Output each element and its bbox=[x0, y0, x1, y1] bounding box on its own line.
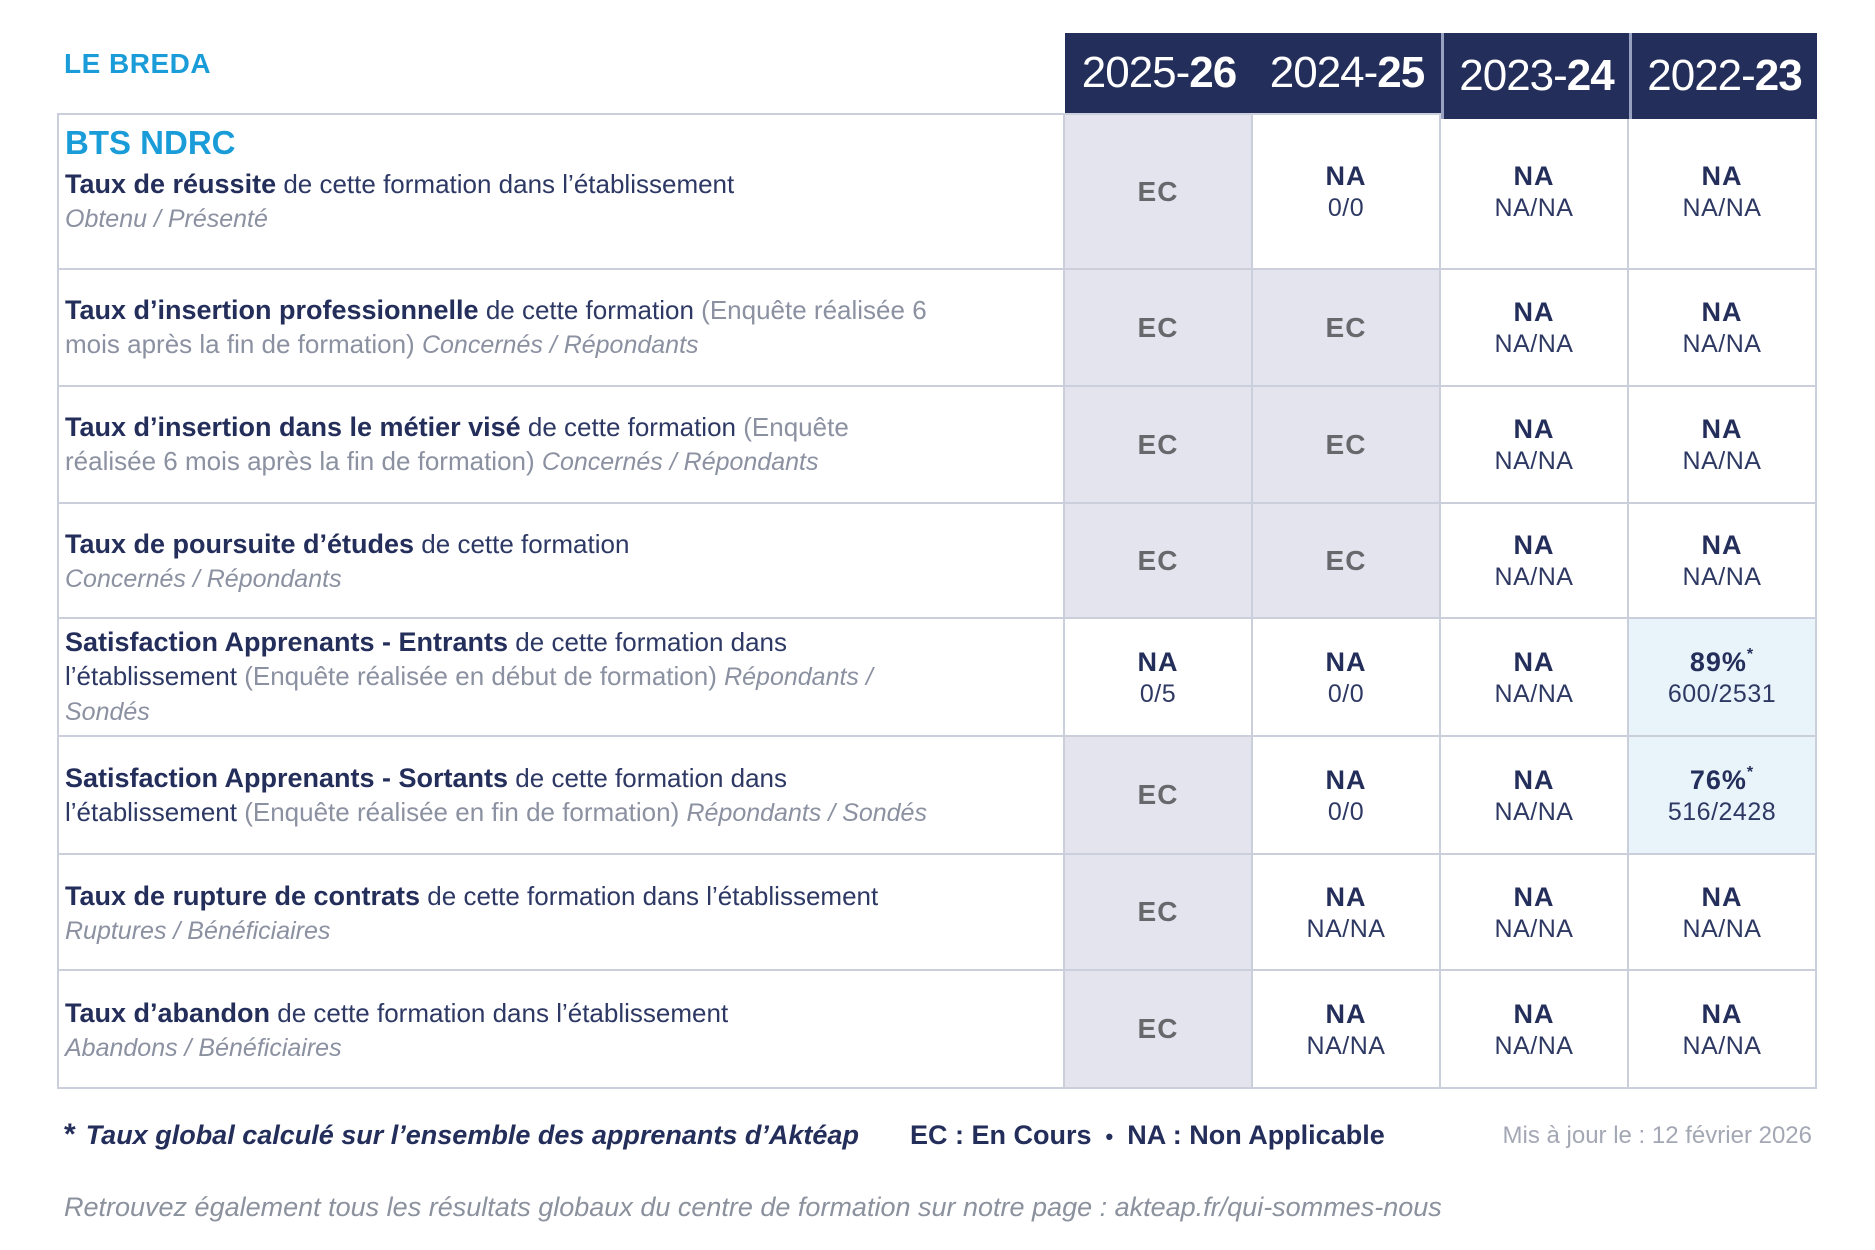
value-cell: NA NA/NA bbox=[1441, 270, 1627, 385]
metric-label-abandon: Taux d’abandon de cette formation dans l… bbox=[59, 971, 1063, 1087]
value-cell: NA NA/NA bbox=[1441, 619, 1627, 735]
legend: EC : En Cours • NA : Non Applicable bbox=[910, 1120, 1385, 1151]
value-cell: NA NA/NA bbox=[1629, 270, 1815, 385]
metric-title: Satisfaction Apprenants - Sortants de ce… bbox=[65, 762, 927, 827]
metric-title: Taux de poursuite d’études de cette form… bbox=[65, 529, 630, 559]
year-suffix: 24 bbox=[1566, 51, 1615, 100]
metric-subtitle: Répondants / Sondés bbox=[65, 663, 873, 726]
year-suffix: 25 bbox=[1377, 48, 1425, 97]
footnote-marker: * bbox=[1746, 763, 1755, 781]
value-cell: NA NA/NA bbox=[1441, 115, 1627, 268]
value-cell: EC bbox=[1065, 387, 1251, 502]
last-updated: Mis à jour le : 12 février 2026 bbox=[1502, 1122, 1812, 1149]
value-cell: NA 0/0 bbox=[1253, 737, 1439, 853]
value-cell: NA NA/NA bbox=[1629, 504, 1815, 617]
year-prefix: 2025- bbox=[1081, 48, 1191, 97]
year-suffix: 23 bbox=[1754, 51, 1803, 100]
year-header-2023-24: 2023-24 bbox=[1441, 33, 1629, 119]
value-cell: EC bbox=[1253, 387, 1439, 502]
value-cell: NA NA/NA bbox=[1629, 971, 1815, 1087]
year-prefix: 2024- bbox=[1269, 48, 1379, 97]
results-table: BTS NDRC Taux de réussite de cette forma… bbox=[57, 113, 1817, 1089]
value-cell: NA NA/NA bbox=[1629, 855, 1815, 969]
metric-label-insertion-metier-vise: Taux d’insertion dans le métier visé de … bbox=[59, 387, 1063, 502]
value-cell: EC bbox=[1253, 270, 1439, 385]
value-cell: NA NA/NA bbox=[1441, 971, 1627, 1087]
value-cell: NA NA/NA bbox=[1629, 115, 1815, 268]
value-cell: NA 0/5 bbox=[1065, 619, 1251, 735]
value-cell: NA NA/NA bbox=[1441, 504, 1627, 617]
legend-na: NA : Non Applicable bbox=[1127, 1120, 1385, 1150]
metric-title: Taux d’insertion professionnelle de cett… bbox=[65, 295, 927, 359]
metric-subtitle: Obtenu / Présenté bbox=[65, 205, 268, 233]
value-cell: NA NA/NA bbox=[1253, 855, 1439, 969]
metric-label-insertion-professionnelle: Taux d’insertion professionnelle de cett… bbox=[59, 270, 1063, 385]
year-header-block: 2025-26 2024-25 bbox=[1065, 33, 1441, 113]
metric-label-satisfaction-sortants: Satisfaction Apprenants - Sortants de ce… bbox=[59, 737, 1063, 853]
year-header-2025-26: 2025-26 bbox=[1065, 48, 1253, 98]
metric-label-poursuite-etudes: Taux de poursuite d’études de cette form… bbox=[59, 504, 1063, 617]
legend-separator: • bbox=[1105, 1124, 1114, 1149]
value-cell: NA NA/NA bbox=[1441, 737, 1627, 853]
metric-title: Taux de réussite de cette formation dans… bbox=[65, 169, 735, 199]
year-prefix: 2023- bbox=[1459, 51, 1568, 100]
establishment-name: LE BREDA bbox=[64, 48, 212, 79]
value-cell: NA NA/NA bbox=[1253, 971, 1439, 1087]
metric-subtitle: Répondants / Sondés bbox=[686, 798, 927, 827]
value-cell: NA NA/NA bbox=[1441, 387, 1627, 502]
footnote-marker: * bbox=[1746, 645, 1755, 663]
metric-subtitle: Ruptures / Bénéficiaires bbox=[65, 916, 331, 945]
value-cell: EC bbox=[1065, 270, 1251, 385]
value-cell: EC bbox=[1065, 971, 1251, 1087]
value-cell: NA 0/0 bbox=[1253, 115, 1439, 268]
metric-title: Satisfaction Apprenants - Entrants de ce… bbox=[65, 627, 873, 726]
bottom-note: Retrouvez également tous les résultats g… bbox=[64, 1192, 1442, 1222]
metric-subtitle: Concernés / Répondants bbox=[541, 448, 819, 476]
value-cell: EC bbox=[1065, 115, 1251, 268]
value-cell-percentage: 89%* 600/2531 bbox=[1629, 619, 1815, 735]
value-cell: EC bbox=[1065, 855, 1251, 969]
year-header-2022-23: 2022-23 bbox=[1629, 33, 1817, 119]
program-title: BTS NDRC bbox=[65, 124, 236, 161]
metric-title: Taux de rupture de contrats de cette for… bbox=[65, 880, 879, 911]
year-header-2024-25: 2024-25 bbox=[1253, 48, 1441, 98]
value-cell: EC bbox=[1253, 504, 1439, 617]
metric-subtitle: Concernés / Répondants bbox=[421, 331, 699, 359]
metric-label-rupture-contrats: Taux de rupture de contrats de cette for… bbox=[59, 855, 1063, 969]
metric-label-taux-de-reussite: BTS NDRC Taux de réussite de cette forma… bbox=[59, 115, 1063, 268]
metric-subtitle: Abandons / Bénéficiaires bbox=[65, 1033, 342, 1062]
footnote: * Taux global calculé sur l’ensemble des … bbox=[64, 1118, 859, 1151]
metric-label-satisfaction-entrants: Satisfaction Apprenants - Entrants de ce… bbox=[59, 619, 1063, 735]
value-cell: NA NA/NA bbox=[1629, 387, 1815, 502]
metric-title: Taux d’abandon de cette formation dans l… bbox=[65, 997, 729, 1028]
value-cell: EC bbox=[1065, 737, 1251, 853]
metric-title: Taux d’insertion dans le métier visé de … bbox=[65, 412, 849, 476]
value-cell: NA NA/NA bbox=[1441, 855, 1627, 969]
year-prefix: 2022- bbox=[1647, 51, 1756, 100]
value-cell: NA 0/0 bbox=[1253, 619, 1439, 735]
value-cell-percentage: 76%* 516/2428 bbox=[1629, 737, 1815, 853]
legend-ec: EC : En Cours bbox=[910, 1120, 1092, 1150]
year-suffix: 26 bbox=[1189, 48, 1237, 97]
value-cell: EC bbox=[1065, 504, 1251, 617]
metric-subtitle: Concernés / Répondants bbox=[65, 565, 342, 593]
footnote-star: * bbox=[64, 1118, 76, 1151]
